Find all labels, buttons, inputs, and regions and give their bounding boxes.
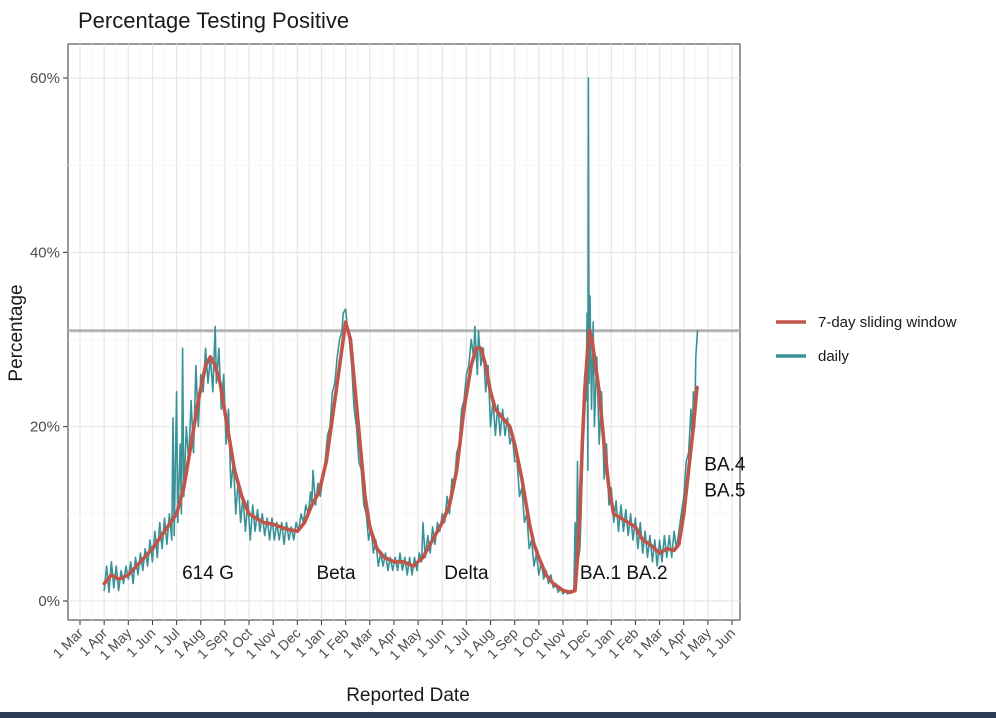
annotation-label: BA.4 (704, 454, 746, 475)
legend-label: 7-day sliding window (818, 314, 957, 331)
x-axis-label: Reported Date (346, 685, 470, 706)
annotation-label: Beta (316, 563, 356, 584)
legend: 7-day sliding window daily (776, 314, 957, 365)
annotation-label: BA.5 (704, 480, 745, 501)
annotation-label: Delta (444, 563, 489, 584)
y-tick-label: 20% (30, 419, 60, 436)
y-tick-label: 60% (30, 70, 60, 87)
chart-title: Percentage Testing Positive (78, 8, 349, 33)
window-bottom-bar (0, 712, 996, 718)
y-tick-label: 40% (30, 244, 60, 261)
annotation-label: BA.1 BA.2 (580, 563, 668, 584)
legend-label: daily (818, 348, 849, 365)
annotation-label: 614 G (182, 563, 234, 584)
y-axis-label: Percentage (6, 284, 27, 381)
annotation-layer: 614 G Beta Delta BA.1 BA.2 BA.4 BA.5 (182, 454, 746, 584)
series-7-day-window-line (102, 320, 699, 595)
series-layer (102, 77, 699, 595)
y-axis: 0% 20% 40% 60% (30, 70, 68, 610)
y-tick-label: 0% (38, 593, 60, 610)
